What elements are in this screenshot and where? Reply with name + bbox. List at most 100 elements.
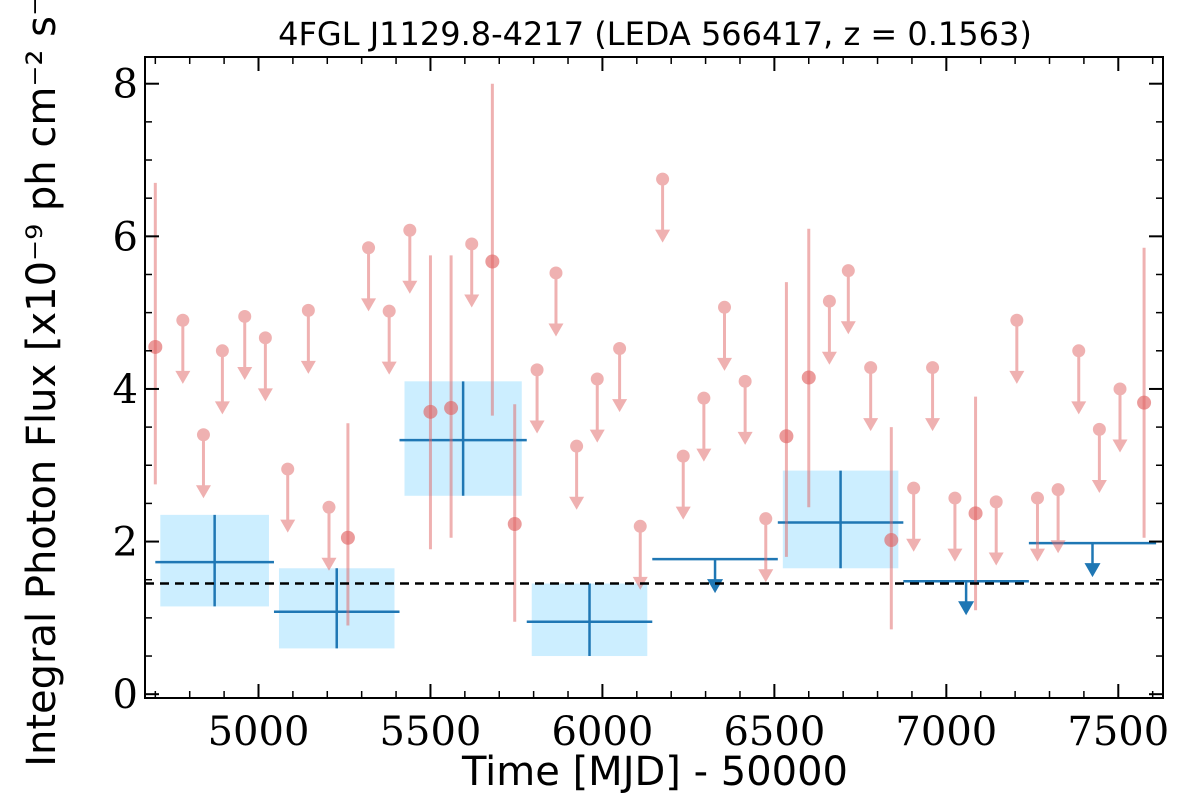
upper-limit-arrowhead	[214, 401, 230, 415]
detection-marker	[968, 506, 983, 521]
upper-limit-point	[548, 266, 564, 337]
upper-limit-arrowhead	[1071, 401, 1087, 415]
x-tick-label: 5000	[208, 709, 310, 755]
detection-point	[340, 423, 355, 626]
upper-limit-marker	[633, 519, 647, 533]
upper-limit-marker	[258, 331, 272, 345]
bin-upper-limit	[652, 557, 778, 594]
upper-limit-marker	[238, 309, 252, 323]
upper-limit-point	[529, 363, 545, 434]
detection-marker	[340, 530, 355, 545]
detection-marker	[485, 254, 500, 269]
bin-upper-limit	[1028, 541, 1157, 578]
upper-limit-point	[675, 449, 691, 520]
upper-limit-marker	[403, 223, 417, 237]
plot-frame	[144, 56, 1164, 699]
detection-point	[779, 282, 794, 557]
upper-limit-arrowhead	[612, 399, 628, 413]
detection-point	[507, 404, 522, 622]
upper-limit-marker	[530, 363, 544, 377]
y-tick-label: 0	[113, 672, 138, 718]
upper-limit-marker	[1092, 422, 1106, 436]
upper-limit-marker	[822, 294, 836, 308]
upper-limit-arrowhead	[548, 323, 564, 337]
upper-limit-marker	[656, 172, 670, 186]
bin-limit-arrowhead	[958, 601, 975, 616]
upper-limit-point	[589, 372, 605, 443]
upper-limit-arrowhead	[696, 448, 712, 462]
bin-detection	[399, 381, 527, 496]
bin-detection	[777, 470, 904, 569]
upper-limit-point	[840, 264, 856, 335]
detection-marker	[779, 429, 794, 444]
upper-limit-point	[925, 361, 941, 432]
upper-limit-arrowhead	[758, 569, 774, 583]
upper-limit-point	[758, 512, 774, 583]
upper-limit-arrowhead	[195, 485, 211, 499]
upper-limit-point	[612, 342, 628, 413]
chart-title: 4FGL J1129.8-4217 (LEDA 566417, z = 0.15…	[278, 15, 1032, 53]
y-tick-label: 2	[113, 520, 138, 566]
upper-limit-point	[821, 294, 837, 365]
x-tick-label: 7500	[1067, 709, 1169, 755]
bin-detection	[273, 568, 400, 649]
upper-limit-point	[906, 481, 922, 552]
upper-limit-marker	[738, 374, 752, 388]
upper-limit-arrowhead	[925, 418, 941, 432]
upper-limit-arrowhead	[569, 496, 585, 510]
upper-limit-marker	[676, 449, 690, 463]
y-axis-label: Integral Photon Flux [x10⁻⁹ ph cm⁻² s⁻¹]	[19, 0, 65, 767]
points-layer	[148, 83, 1152, 630]
detection-marker	[884, 533, 899, 548]
upper-limit-marker	[1030, 491, 1044, 505]
upper-limit-marker	[613, 342, 627, 356]
upper-limit-point	[175, 313, 191, 384]
y-tick-label: 8	[113, 62, 138, 108]
upper-limit-point	[1071, 344, 1087, 415]
upper-limit-marker	[301, 303, 315, 317]
upper-limit-arrowhead	[300, 360, 316, 374]
detection-marker	[1137, 395, 1152, 410]
upper-limit-marker	[718, 300, 732, 314]
upper-limit-arrowhead	[675, 506, 691, 520]
upper-limit-point	[1009, 313, 1025, 384]
upper-limit-point	[257, 331, 273, 402]
upper-limit-point	[195, 428, 211, 499]
upper-limit-arrowhead	[1091, 479, 1107, 493]
upper-limit-point	[361, 241, 377, 312]
upper-limit-marker	[590, 372, 604, 386]
upper-limit-marker	[196, 428, 210, 442]
upper-limit-point	[569, 439, 585, 510]
upper-limit-marker	[362, 241, 376, 255]
upper-limit-marker	[1113, 382, 1127, 396]
upper-limit-point	[237, 309, 253, 381]
bin-limit-arrowhead	[1084, 563, 1101, 578]
upper-limit-arrowhead	[1009, 370, 1025, 384]
x-tick-label: 6000	[552, 709, 654, 755]
upper-limit-marker	[1010, 313, 1024, 327]
upper-limit-point	[655, 172, 671, 243]
upper-limit-marker	[176, 313, 190, 327]
upper-limit-arrowhead	[947, 548, 963, 562]
detection-point	[423, 255, 438, 550]
upper-limit-arrowhead	[1112, 439, 1128, 453]
upper-limit-arrowhead	[906, 538, 922, 552]
detection-point	[444, 255, 459, 538]
upper-limit-point	[464, 237, 480, 308]
detection-point	[801, 228, 816, 508]
upper-limit-arrowhead	[257, 388, 273, 402]
y-tick-label: 4	[113, 367, 138, 413]
upper-limit-arrowhead	[821, 351, 837, 365]
upper-limit-marker	[948, 491, 962, 505]
upper-limit-marker	[864, 361, 878, 375]
bin-detection	[155, 514, 274, 607]
upper-limit-arrowhead	[529, 420, 545, 434]
upper-limit-point	[280, 462, 296, 533]
binned-layer	[155, 381, 1157, 657]
upper-limit-arrowhead	[1029, 548, 1045, 562]
upper-limit-point	[402, 223, 418, 294]
bin-limit-arrowhead	[707, 579, 724, 594]
upper-limit-arrowhead	[737, 431, 753, 445]
upper-limit-marker	[926, 361, 940, 375]
